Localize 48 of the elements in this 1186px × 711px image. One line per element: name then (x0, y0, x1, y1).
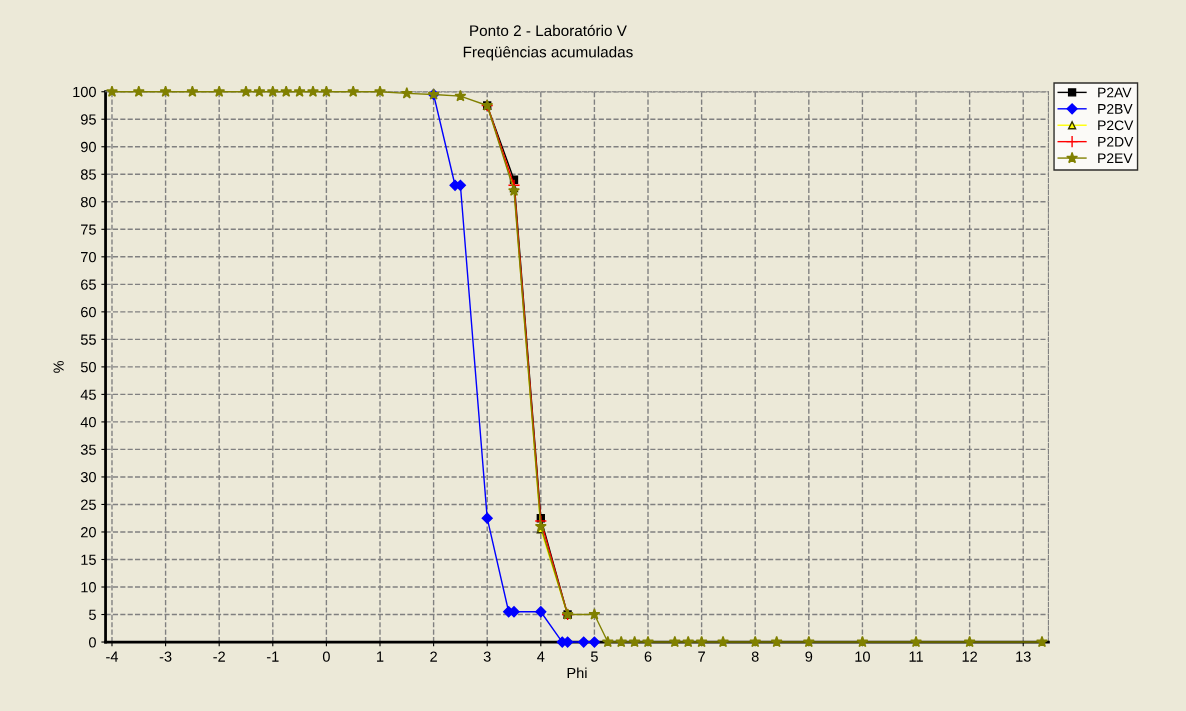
y-tick-label: 30 (80, 472, 96, 483)
legend-label: P2AV (1098, 87, 1132, 98)
chart-subtitle: Freqüências acumuladas (463, 46, 633, 61)
x-axis-title: Phi (567, 667, 587, 678)
x-tick-label: 0 (322, 651, 330, 662)
y-tick-label: 25 (81, 499, 96, 510)
legend-label: P2DV (1098, 136, 1134, 147)
y-tick-label: 80 (80, 196, 96, 208)
x-tick-label: -3 (159, 651, 172, 662)
y-tick-label: 95 (80, 114, 96, 125)
x-tick-label: 4 (537, 651, 545, 662)
y-tick-label: 45 (80, 389, 96, 400)
y-tick-label: 85 (80, 169, 96, 180)
x-tick-label: 12 (962, 651, 978, 662)
y-tick-label: 20 (81, 527, 96, 538)
chart-title: Ponto 2 - Laboratório V (470, 24, 627, 37)
y-tick-label: 65 (81, 279, 96, 290)
legend-label: P2CV (1098, 120, 1134, 131)
y-tick-label: 50 (80, 361, 96, 373)
x-tick-label: -4 (106, 651, 119, 662)
x-tick-label: 7 (698, 651, 705, 662)
x-tick-label: 10 (855, 651, 870, 662)
y-tick-label: 10 (81, 582, 96, 593)
x-tick-label: 13 (1016, 651, 1031, 662)
y-tick-label: 55 (80, 334, 96, 345)
y-tick-label: 70 (81, 251, 96, 263)
y-tick-label: 60 (81, 306, 96, 318)
x-tick-label: 2 (430, 651, 437, 662)
x-tick-label: 11 (909, 651, 923, 662)
y-tick-label: 40 (80, 417, 96, 428)
x-tick-label: 9 (805, 651, 813, 662)
y-tick-label: 100 (73, 86, 96, 98)
y-tick-label: 75 (81, 224, 96, 235)
legend-label: P2BV (1098, 103, 1133, 114)
x-tick-label: -2 (213, 651, 225, 662)
y-tick-label: 35 (80, 444, 96, 455)
y-tick-label: 15 (81, 554, 96, 565)
x-tick-label: 3 (483, 651, 491, 662)
x-tick-label: 6 (644, 651, 652, 662)
y-axis-title: % (53, 360, 64, 373)
y-tick-label: 5 (89, 609, 96, 620)
x-tick-label: 8 (751, 651, 759, 662)
legend-label: P2EV (1098, 153, 1133, 163)
x-tick-label: 5 (590, 651, 598, 662)
y-tick-label: 0 (88, 637, 96, 648)
x-tick-label: 1 (377, 651, 384, 662)
x-tick-label: -1 (266, 651, 279, 662)
y-tick-label: 90 (80, 141, 96, 153)
